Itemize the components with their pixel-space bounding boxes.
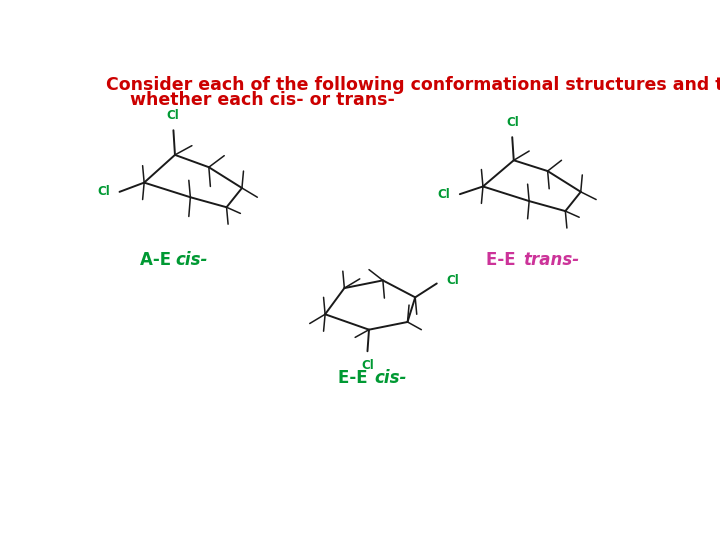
Text: Cl: Cl [361,359,374,372]
Text: Cl: Cl [446,274,459,287]
Text: E-E: E-E [486,251,521,269]
Text: whether each cis- or trans-: whether each cis- or trans- [106,91,395,109]
Text: trans-: trans- [523,251,579,269]
Text: Cl: Cl [97,185,110,198]
Text: cis-: cis- [374,369,407,387]
Text: Consider each of the following conformational structures and tell: Consider each of the following conformat… [106,76,720,93]
Text: E-E: E-E [338,369,374,387]
Text: Cl: Cl [166,109,179,122]
Text: Cl: Cl [507,117,519,130]
Text: A-E: A-E [140,251,176,269]
Text: cis-: cis- [176,251,208,269]
Text: Cl: Cl [438,188,451,201]
